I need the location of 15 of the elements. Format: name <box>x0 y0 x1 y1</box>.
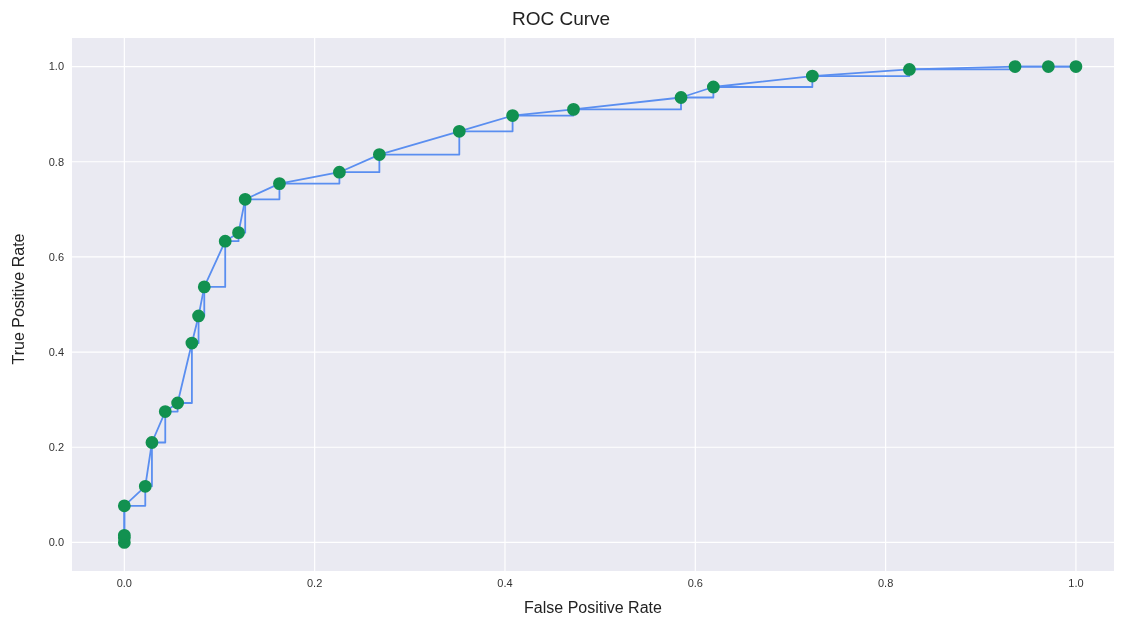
y-tick-label: 0.2 <box>48 441 64 454</box>
x-tick-label: 0.0 <box>116 576 132 589</box>
y-tick-label: 0.0 <box>48 536 64 549</box>
y-tick-label: 1.0 <box>48 60 64 73</box>
x-tick-label: 0.8 <box>877 576 894 589</box>
y-tick-label: 0.6 <box>48 250 64 263</box>
y-axis-title: True Positive Rate <box>9 233 27 365</box>
x-tick-label: 0.6 <box>687 576 703 589</box>
x-tick-label: 1.0 <box>1068 576 1084 589</box>
chart-title: ROC Curve <box>510 8 612 31</box>
x-tick-label: 0.4 <box>497 576 513 589</box>
x-axis-title: False Positive Rate <box>524 599 663 616</box>
y-tick-label: 0.4 <box>48 345 64 358</box>
y-tick-label: 0.8 <box>48 155 64 168</box>
x-tick-label: 0.2 <box>307 576 323 589</box>
